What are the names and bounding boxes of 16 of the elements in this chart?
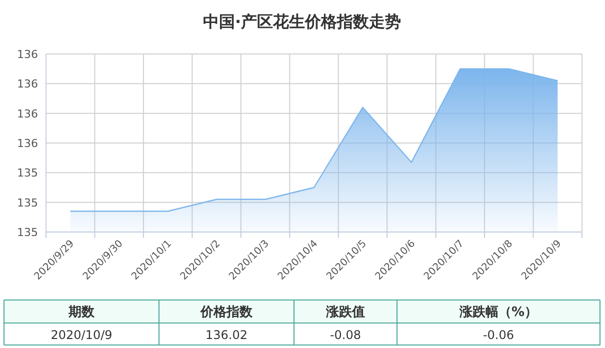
text: 价格指数 (200, 305, 254, 320)
y-tick-label: 135 (17, 196, 38, 210)
text: 136.02 (206, 328, 248, 342)
chart-title: 中国·产区花生价格指数走势 (202, 12, 402, 31)
text: 期数 (68, 305, 96, 320)
y-tick-label: 136 (17, 78, 38, 91)
y-tick-label: 136 (17, 137, 38, 150)
text: 2020/10/9 (50, 328, 112, 342)
text: 涨跌值 (325, 305, 365, 320)
y-tick-label: 135 (17, 226, 38, 239)
text: -0.06 (482, 328, 514, 342)
y-tick-label: 136 (17, 48, 38, 61)
text: -0.08 (330, 328, 362, 342)
y-tick-label: 136 (17, 107, 38, 120)
y-tick-label: 135 (17, 166, 38, 180)
text: 涨跌幅（%） (458, 305, 538, 320)
